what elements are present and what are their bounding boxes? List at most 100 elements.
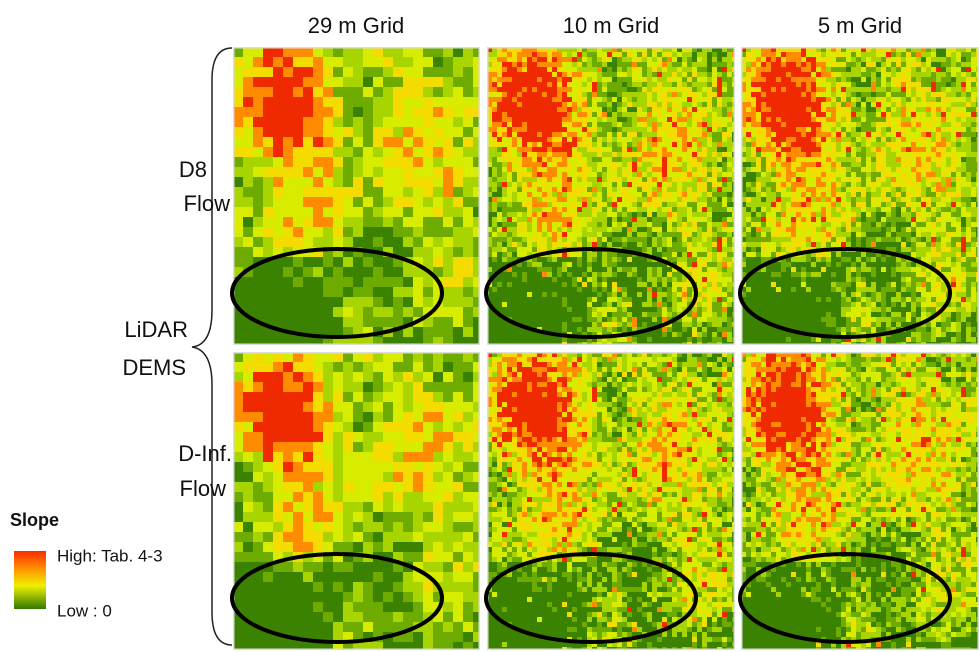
- slope-cell: [547, 172, 552, 177]
- slope-cell: [966, 72, 971, 77]
- slope-cell: [642, 162, 647, 167]
- slope-cell: [542, 167, 547, 172]
- slope-cell: [562, 182, 567, 187]
- slope-cell: [617, 72, 622, 77]
- slope-cell: [263, 117, 273, 127]
- slope-cell: [936, 127, 941, 132]
- slope-cell: [761, 147, 766, 152]
- slope-cell: [657, 107, 662, 112]
- slope-cell: [283, 137, 293, 147]
- slope-cell: [672, 122, 677, 127]
- slope-cell: [707, 262, 712, 267]
- slope-cell: [542, 62, 547, 67]
- slope-cell: [911, 147, 916, 152]
- slope-cell: [607, 232, 612, 237]
- slope-cell: [956, 72, 961, 77]
- slope-cell: [921, 142, 926, 147]
- slope-cell: [687, 177, 692, 182]
- slope-cell: [597, 122, 602, 127]
- slope-cell: [463, 287, 473, 297]
- slope-cell: [512, 177, 517, 182]
- slope-cell: [602, 237, 607, 242]
- slope-cell: [841, 172, 846, 177]
- slope-cell: [657, 127, 662, 132]
- slope-cell: [463, 57, 473, 67]
- slope-cell: [527, 97, 532, 102]
- slope-cell: [826, 92, 831, 97]
- slope-cell: [956, 87, 961, 92]
- slope-cell: [717, 112, 722, 117]
- slope-cell: [597, 272, 602, 277]
- slope-cell: [806, 162, 811, 167]
- slope-cell: [612, 147, 617, 152]
- slope-cell: [612, 327, 617, 332]
- slope-cell: [702, 127, 707, 132]
- slope-cell: [956, 77, 961, 82]
- slope-cell: [936, 122, 941, 127]
- slope-cell: [667, 157, 672, 162]
- slope-cell: [677, 57, 682, 62]
- slope-cell: [896, 67, 901, 72]
- slope-cell: [791, 172, 796, 177]
- slope-cell: [273, 77, 283, 87]
- slope-cell: [602, 317, 607, 322]
- slope-cell: [443, 217, 453, 227]
- slope-cell: [617, 167, 622, 172]
- slope-cell: [786, 77, 791, 82]
- slope-cell: [363, 167, 373, 177]
- slope-cell: [433, 147, 443, 157]
- slope-cell: [587, 112, 592, 117]
- slope-cell: [343, 137, 353, 147]
- slope-cell: [642, 82, 647, 87]
- slope-cell: [647, 182, 652, 187]
- slope-cell: [911, 167, 916, 172]
- slope-cell: [871, 172, 876, 177]
- slope-cell: [627, 242, 632, 247]
- slope-cell: [602, 67, 607, 72]
- slope-cell: [931, 72, 936, 77]
- slope-cell: [507, 217, 512, 222]
- slope-cell: [313, 157, 323, 167]
- slope-cell: [766, 87, 771, 92]
- slope-cell: [672, 162, 677, 167]
- slope-cell: [323, 157, 333, 167]
- slope-cell: [826, 97, 831, 102]
- slope-cell: [836, 62, 841, 67]
- slope-cell: [796, 102, 801, 107]
- slope-cell: [453, 167, 463, 177]
- slope-cell: [433, 197, 443, 207]
- slope-cell: [826, 157, 831, 162]
- slope-cell: [582, 322, 587, 327]
- slope-cell: [891, 132, 896, 137]
- slope-cell: [926, 77, 931, 82]
- slope-cell: [906, 87, 911, 92]
- slope-cell: [796, 162, 801, 167]
- slope-cell: [692, 72, 697, 77]
- slope-cell: [597, 112, 602, 117]
- slope-cell: [722, 102, 727, 107]
- slope-cell: [532, 162, 537, 167]
- slope-cell: [363, 127, 373, 137]
- slope-cell: [363, 257, 373, 267]
- slope-cell: [791, 107, 796, 112]
- slope-cell: [627, 82, 632, 87]
- slope-cell: [612, 192, 617, 197]
- slope-cell: [911, 87, 916, 92]
- slope-cell: [577, 137, 582, 142]
- slope-cell: [891, 107, 896, 112]
- slope-cell: [751, 157, 756, 162]
- slope-cell: [647, 312, 652, 317]
- slope-cell: [841, 167, 846, 172]
- slope-cell: [881, 157, 886, 162]
- slope-cell: [577, 182, 582, 187]
- slope-cell: [906, 97, 911, 102]
- slope-cell: [343, 207, 353, 217]
- slope-cell: [557, 302, 562, 307]
- slope-cell: [707, 192, 712, 197]
- slope-cell: [343, 307, 353, 317]
- slope-cell: [577, 287, 582, 292]
- slope-cell: [901, 62, 906, 67]
- slope-cell: [961, 92, 966, 97]
- slope-cell: [313, 267, 323, 277]
- slope-cell: [776, 112, 781, 117]
